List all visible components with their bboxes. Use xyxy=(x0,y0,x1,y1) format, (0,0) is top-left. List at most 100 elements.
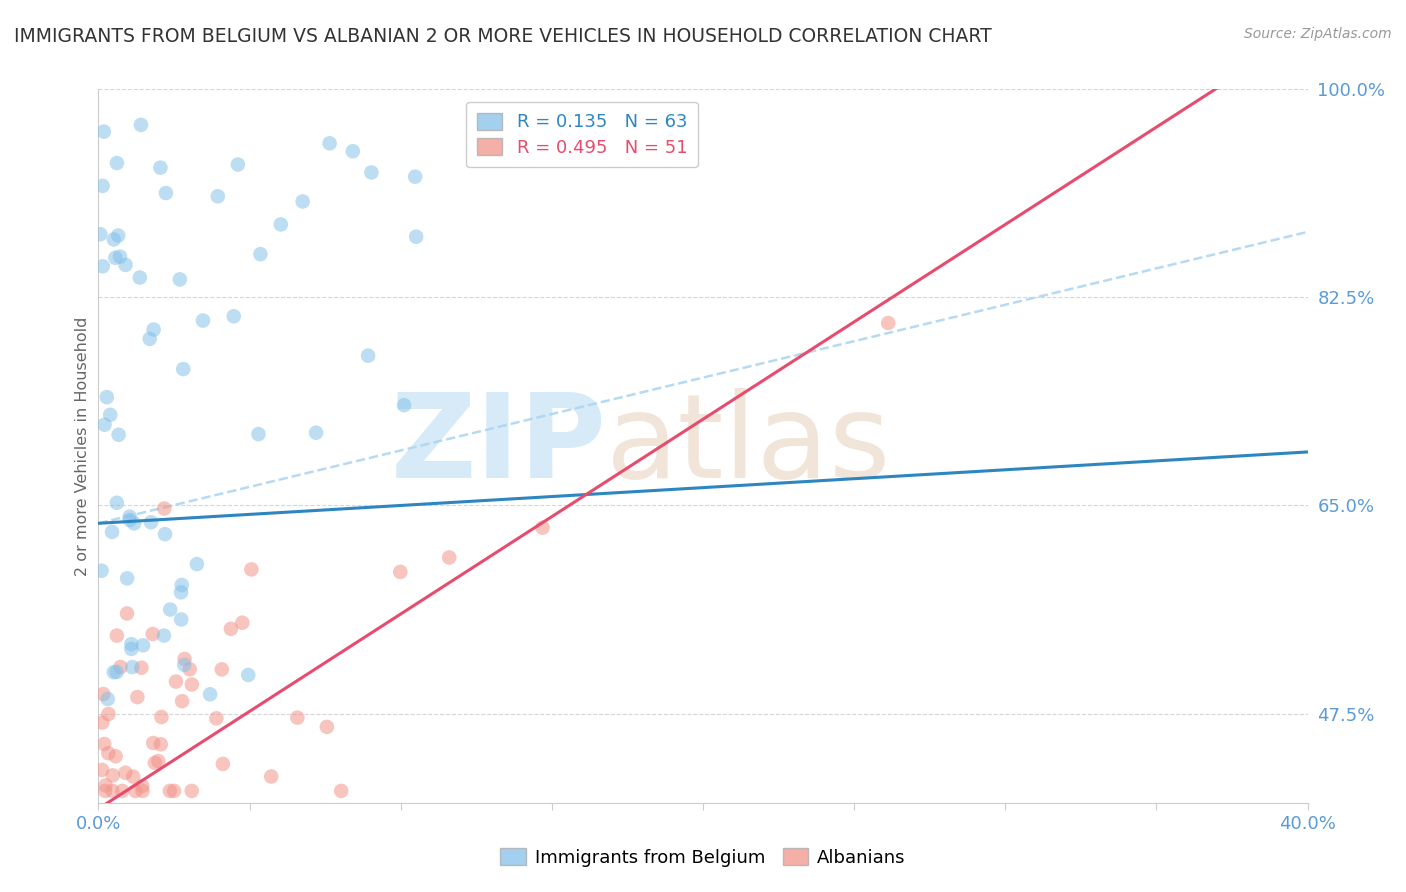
Point xyxy=(231,615,253,630)
Point xyxy=(342,145,364,159)
Point xyxy=(93,125,115,139)
Point xyxy=(124,784,146,798)
Point xyxy=(186,557,208,571)
Point xyxy=(153,628,176,642)
Point xyxy=(211,662,233,676)
Point xyxy=(159,784,181,798)
Point xyxy=(111,784,134,798)
Legend: R = 0.135   N = 63, R = 0.495   N = 51: R = 0.135 N = 63, R = 0.495 N = 51 xyxy=(465,102,699,168)
Point xyxy=(205,711,228,725)
Point xyxy=(226,157,249,171)
Text: ZIP: ZIP xyxy=(391,389,606,503)
Point xyxy=(97,746,120,760)
Point xyxy=(96,390,118,404)
Point xyxy=(138,332,160,346)
Point xyxy=(165,674,187,689)
Point xyxy=(93,737,115,751)
Point xyxy=(120,641,142,656)
Point xyxy=(114,258,136,272)
Point xyxy=(139,515,162,529)
Point xyxy=(131,661,153,675)
Point xyxy=(91,260,114,274)
Point xyxy=(118,513,141,527)
Point xyxy=(392,398,415,412)
Point xyxy=(91,763,114,777)
Point xyxy=(101,784,124,798)
Point xyxy=(90,564,112,578)
Point xyxy=(105,665,128,679)
Point xyxy=(247,427,270,442)
Point xyxy=(180,677,202,691)
Point xyxy=(89,227,111,242)
Text: Source: ZipAtlas.com: Source: ZipAtlas.com xyxy=(1244,27,1392,41)
Point xyxy=(287,711,309,725)
Point xyxy=(98,408,121,422)
Point xyxy=(114,765,136,780)
Point xyxy=(191,313,214,327)
Point xyxy=(240,562,263,576)
Point xyxy=(170,585,193,599)
Y-axis label: 2 or more Vehicles in Household: 2 or more Vehicles in Household xyxy=(75,317,90,575)
Point xyxy=(149,737,172,751)
Point xyxy=(159,602,181,616)
Point xyxy=(142,736,165,750)
Point xyxy=(150,710,173,724)
Point xyxy=(305,425,328,440)
Point xyxy=(94,784,117,798)
Point xyxy=(127,690,149,704)
Point xyxy=(91,687,114,701)
Point xyxy=(142,322,165,336)
Point xyxy=(173,657,195,672)
Point xyxy=(115,607,138,621)
Point xyxy=(122,516,145,531)
Point xyxy=(101,768,124,782)
Legend: Immigrants from Belgium, Albanians: Immigrants from Belgium, Albanians xyxy=(494,841,912,874)
Point xyxy=(94,779,117,793)
Point xyxy=(238,668,260,682)
Point xyxy=(169,272,191,286)
Point xyxy=(91,178,114,193)
Point xyxy=(180,784,202,798)
Point xyxy=(173,652,195,666)
Point xyxy=(198,687,221,701)
Point xyxy=(93,417,115,432)
Point xyxy=(110,660,132,674)
Point xyxy=(170,578,193,592)
Point xyxy=(260,770,283,784)
Point xyxy=(531,521,554,535)
Point xyxy=(103,665,125,680)
Point xyxy=(212,756,235,771)
Point xyxy=(149,161,172,175)
Point xyxy=(877,316,900,330)
Point xyxy=(291,194,314,209)
Point xyxy=(249,247,271,261)
Point xyxy=(107,427,129,442)
Point xyxy=(315,720,337,734)
Point xyxy=(107,228,129,243)
Point xyxy=(131,779,153,793)
Point xyxy=(101,524,124,539)
Point xyxy=(207,189,229,203)
Point xyxy=(270,218,292,232)
Point xyxy=(132,638,155,652)
Point xyxy=(103,232,125,246)
Point xyxy=(129,118,152,132)
Point xyxy=(121,660,143,674)
Point xyxy=(222,310,245,324)
Point xyxy=(170,612,193,626)
Point xyxy=(172,694,194,708)
Point xyxy=(120,637,142,651)
Point xyxy=(389,565,412,579)
Point xyxy=(357,349,380,363)
Point xyxy=(330,784,353,798)
Text: IMMIGRANTS FROM BELGIUM VS ALBANIAN 2 OR MORE VEHICLES IN HOUSEHOLD CORRELATION : IMMIGRANTS FROM BELGIUM VS ALBANIAN 2 OR… xyxy=(14,27,991,45)
Point xyxy=(131,784,153,798)
Point xyxy=(437,550,460,565)
Point xyxy=(155,186,177,200)
Point xyxy=(118,509,141,524)
Point xyxy=(148,754,170,768)
Point xyxy=(142,627,165,641)
Point xyxy=(108,250,131,264)
Point xyxy=(163,784,186,798)
Point xyxy=(153,527,176,541)
